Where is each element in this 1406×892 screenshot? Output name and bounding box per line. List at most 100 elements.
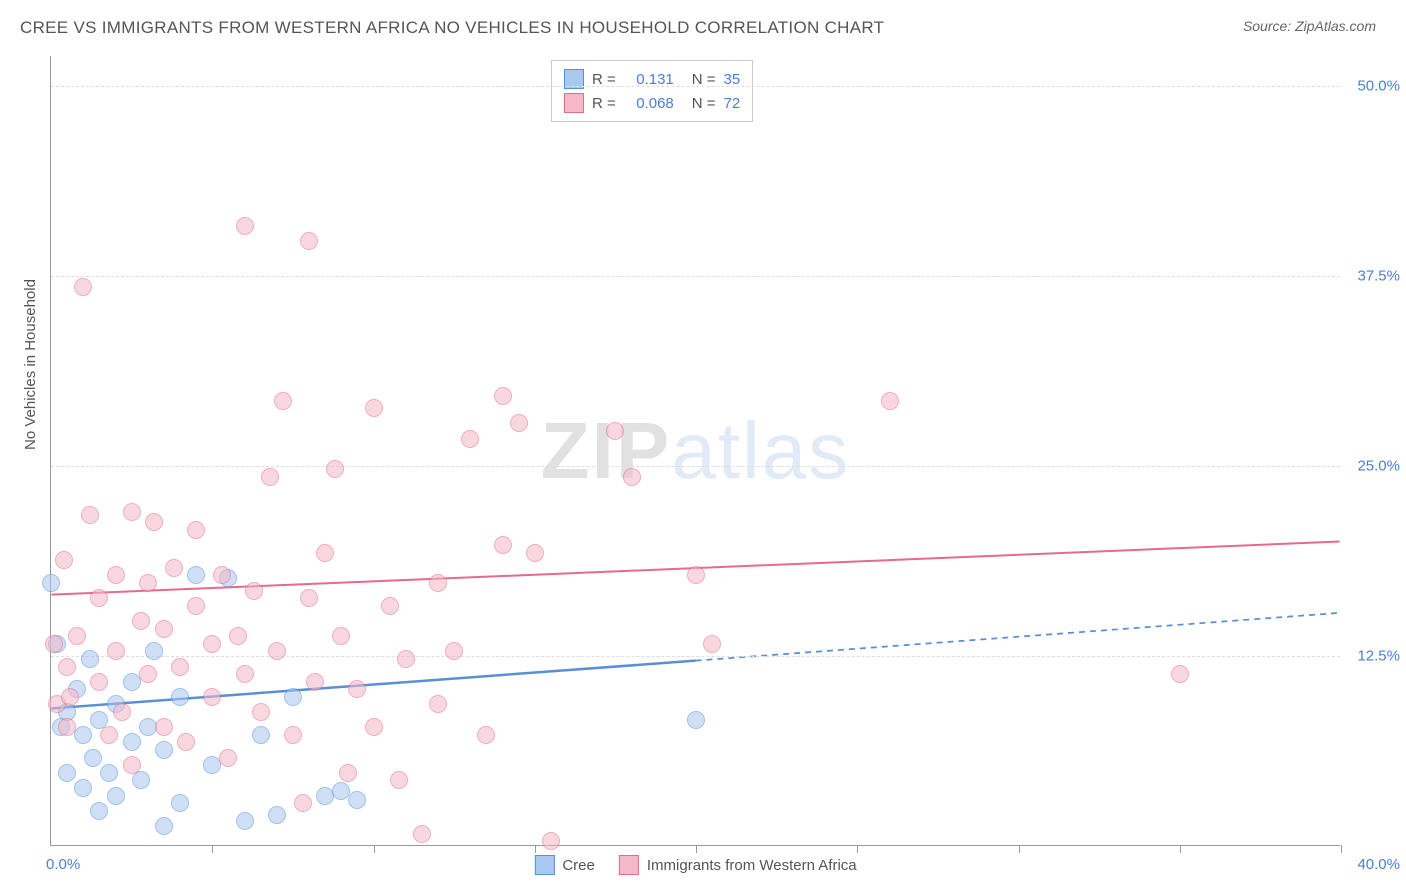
data-point [74,278,92,296]
series-legend: Cree Immigrants from Western Africa [534,855,856,875]
data-point [413,825,431,843]
x-tick [1019,845,1020,853]
r-label: R = [592,95,616,112]
swatch-cree [534,855,554,875]
swatch-immigrants [619,855,639,875]
data-point [339,764,357,782]
data-point [348,680,366,698]
data-point [219,749,237,767]
y-tick-label: 50.0% [1357,78,1400,95]
data-point [687,711,705,729]
data-point [294,794,312,812]
data-point [155,718,173,736]
y-axis-label: No Vehicles in Household [22,279,39,450]
chart-header: CREE VS IMMIGRANTS FROM WESTERN AFRICA N… [0,0,1406,46]
data-point [213,566,231,584]
grid-line [51,86,1340,87]
data-point [100,764,118,782]
x-max-label: 40.0% [1357,856,1400,873]
r-value-cree: 0.131 [624,71,674,88]
data-point [100,726,118,744]
data-point [165,559,183,577]
data-point [171,688,189,706]
data-point [306,673,324,691]
data-point [397,650,415,668]
data-point [187,566,205,584]
data-point [58,658,76,676]
data-point [139,574,157,592]
data-point [284,688,302,706]
y-tick-label: 25.0% [1357,458,1400,475]
data-point [429,695,447,713]
n-label: N = [692,95,716,112]
data-point [477,726,495,744]
data-point [123,733,141,751]
data-point [526,544,544,562]
x-tick [212,845,213,853]
chart-source: Source: ZipAtlas.com [1243,18,1376,34]
data-point [429,574,447,592]
data-point [316,544,334,562]
data-point [229,627,247,645]
data-point [261,468,279,486]
x-tick [535,845,536,853]
legend-item-cree: Cree [534,855,595,875]
data-point [90,589,108,607]
data-point [90,673,108,691]
r-label: R = [592,71,616,88]
data-point [145,642,163,660]
data-point [58,764,76,782]
data-point [284,726,302,744]
data-point [268,806,286,824]
data-point [445,642,463,660]
data-point [113,703,131,721]
data-point [187,521,205,539]
data-point [300,232,318,250]
n-value-cree: 35 [724,71,741,88]
y-tick-label: 37.5% [1357,268,1400,285]
data-point [107,566,125,584]
data-point [55,551,73,569]
legend-row-cree: R = 0.131 N = 35 [564,67,740,91]
data-point [155,620,173,638]
x-tick [374,845,375,853]
data-point [365,718,383,736]
data-point [348,791,366,809]
data-point [45,635,63,653]
data-point [461,430,479,448]
data-point [155,741,173,759]
data-point [187,597,205,615]
legend-row-immigrants: R = 0.068 N = 72 [564,91,740,115]
data-point [332,627,350,645]
trend-line-dashed [696,613,1340,661]
data-point [236,812,254,830]
data-point [274,392,292,410]
n-value-immigrants: 72 [724,95,741,112]
x-tick [1341,845,1342,853]
data-point [145,513,163,531]
data-point [252,703,270,721]
data-point [107,642,125,660]
data-point [252,726,270,744]
x-tick [1180,845,1181,853]
data-point [132,612,150,630]
data-point [494,387,512,405]
legend-label-immigrants: Immigrants from Western Africa [647,857,857,874]
data-point [171,794,189,812]
correlation-legend: R = 0.131 N = 35 R = 0.068 N = 72 [551,60,753,122]
data-point [236,217,254,235]
data-point [139,665,157,683]
data-point [74,779,92,797]
data-point [61,688,79,706]
data-point [84,749,102,767]
legend-label-cree: Cree [562,857,595,874]
swatch-immigrants [564,93,584,113]
data-point [177,733,195,751]
data-point [203,688,221,706]
data-point [58,718,76,736]
data-point [132,771,150,789]
data-point [332,782,350,800]
legend-item-immigrants: Immigrants from Western Africa [619,855,857,875]
data-point [203,635,221,653]
x-tick [696,845,697,853]
